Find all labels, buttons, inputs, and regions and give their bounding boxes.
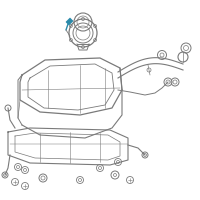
Polygon shape <box>66 18 73 25</box>
